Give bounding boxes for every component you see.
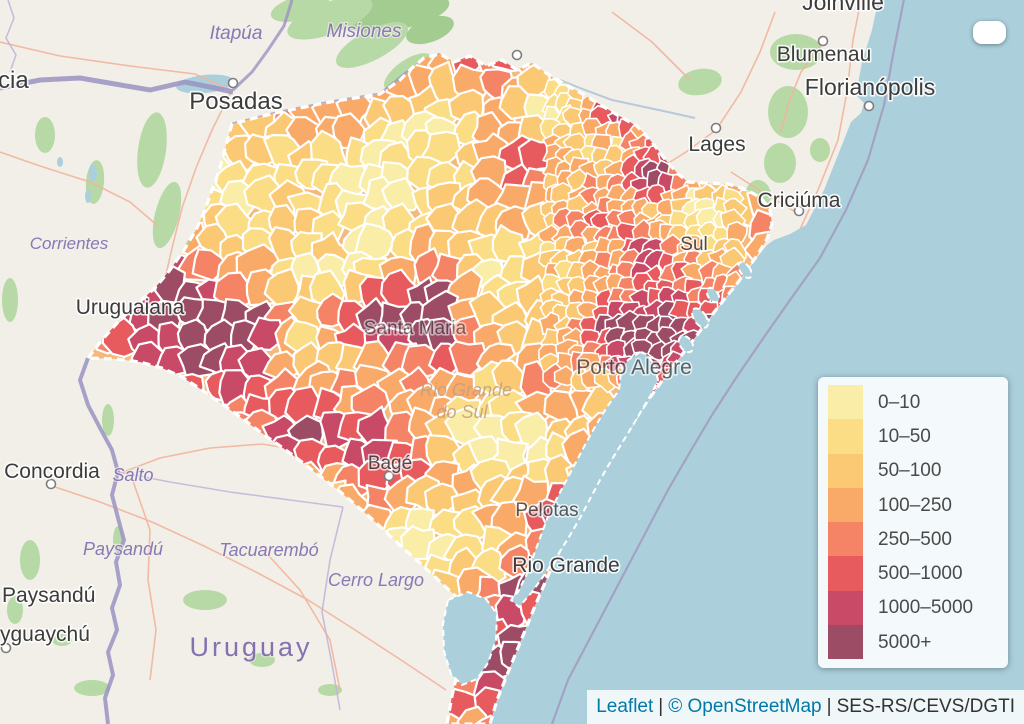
legend-item: 50–100 (828, 453, 998, 488)
legend-item: 10–50 (828, 419, 998, 454)
legend-swatch (828, 453, 863, 488)
map-label: cia (0, 67, 29, 94)
legend-label: 10–50 (878, 425, 931, 447)
city-marker (863, 100, 875, 112)
legend-swatch (828, 556, 863, 591)
state-outline (86, 52, 774, 724)
leaflet-link[interactable]: Leaflet (596, 696, 654, 717)
osm-link[interactable]: © OpenStreetMap (668, 696, 822, 717)
map-label: Lages (688, 133, 745, 156)
attribution-separator: | (658, 696, 664, 717)
map-label: Pelotas (515, 500, 578, 521)
map-label: Santa Maria (364, 318, 467, 339)
coastal-lagoon (691, 307, 709, 329)
legend-label: 0–10 (878, 391, 921, 413)
map-label: Paysandú (83, 539, 163, 559)
legend-item: 1000–5000 (828, 590, 998, 626)
legend-label: 500–1000 (878, 563, 963, 585)
legend-swatch (828, 625, 863, 660)
lagoons (441, 261, 753, 687)
map-label: Florianópolis (805, 74, 935, 100)
city-marker (383, 470, 395, 482)
legend-swatch (828, 522, 863, 557)
map-label: Uruguay (189, 632, 312, 662)
legend-label: 50–100 (878, 460, 942, 482)
attribution-bar: Leaflet | © OpenStreetMap | SES-RS/CEVS/DGTI (587, 690, 1024, 724)
map-label: Misiones (327, 21, 402, 42)
legend-item: 250–500 (828, 522, 998, 557)
map-label: Joinville (802, 0, 884, 15)
city-marker (511, 49, 523, 61)
city-marker (793, 205, 805, 217)
coastal-lagoon (705, 286, 721, 304)
map-label: yguaychú (0, 623, 90, 646)
legend-item: 100–250 (828, 487, 998, 523)
map-label: Blumenau (777, 43, 872, 66)
coastal-lagoon (737, 261, 753, 279)
lagoa-dos-patos (509, 350, 660, 609)
legend-swatch (828, 487, 863, 523)
municipality-polygon[interactable] (381, 176, 423, 213)
map-label: Posadas (189, 88, 282, 115)
municipality-polygon[interactable] (246, 316, 286, 352)
city-marker (817, 35, 829, 47)
city-marker (227, 77, 239, 89)
municipality-polygon[interactable] (659, 233, 682, 257)
map-label: Porto Alegre (576, 356, 692, 379)
legend-item: 500–1000 (828, 556, 998, 591)
attribution-source: SES-RS/CEVS/DGTI (836, 696, 1015, 717)
map-label: Corrientes (30, 234, 109, 253)
map-label: Paysandú (2, 584, 95, 607)
attribution-separator: | (826, 696, 832, 717)
map-label: Itapúa (210, 23, 263, 44)
choropleth-layer[interactable] (88, 24, 782, 724)
map-label: Salto (112, 465, 153, 485)
legend-label: 5000+ (878, 631, 932, 653)
city-marker (45, 478, 57, 490)
city-marker (0, 642, 12, 654)
legend-label: 100–250 (878, 494, 952, 516)
municipality-polygon[interactable] (553, 365, 574, 387)
map-label: Rio Grande (512, 554, 619, 577)
layers-control-button[interactable] (973, 21, 1006, 44)
map-label: Cerro Largo (328, 570, 424, 590)
legend-label: 1000–5000 (878, 597, 974, 619)
map-label: Rio Grande (420, 380, 512, 400)
lagoa-mirim (441, 590, 499, 687)
offshore-boundary-line (550, 0, 905, 724)
legend-item: 0–10 (828, 385, 998, 420)
legend-swatch (828, 419, 863, 454)
map-label: Sul (680, 234, 707, 255)
legend: 0–10 10–50 50–100 100–250 250–500 500–1000 100… (818, 377, 1008, 668)
map-label: Criciúma (758, 189, 841, 212)
map-label: Uruguaiana (76, 296, 185, 319)
coastal-lagoon (677, 334, 695, 354)
legend-item: 5000+ (828, 625, 998, 660)
municipality-polygon[interactable] (453, 705, 489, 724)
admin-boundary-lines (5, 0, 344, 711)
legend-swatch (828, 590, 863, 626)
municipality-polygon[interactable] (400, 343, 441, 380)
legend-label: 250–500 (878, 528, 952, 550)
map-label: Concordia (4, 460, 100, 483)
city-marker (710, 122, 722, 134)
map-label: Bagé (368, 453, 412, 474)
map-label: Tacuarembó (219, 540, 318, 560)
map-label: do Sul (436, 402, 488, 422)
legend-swatch (828, 385, 863, 420)
